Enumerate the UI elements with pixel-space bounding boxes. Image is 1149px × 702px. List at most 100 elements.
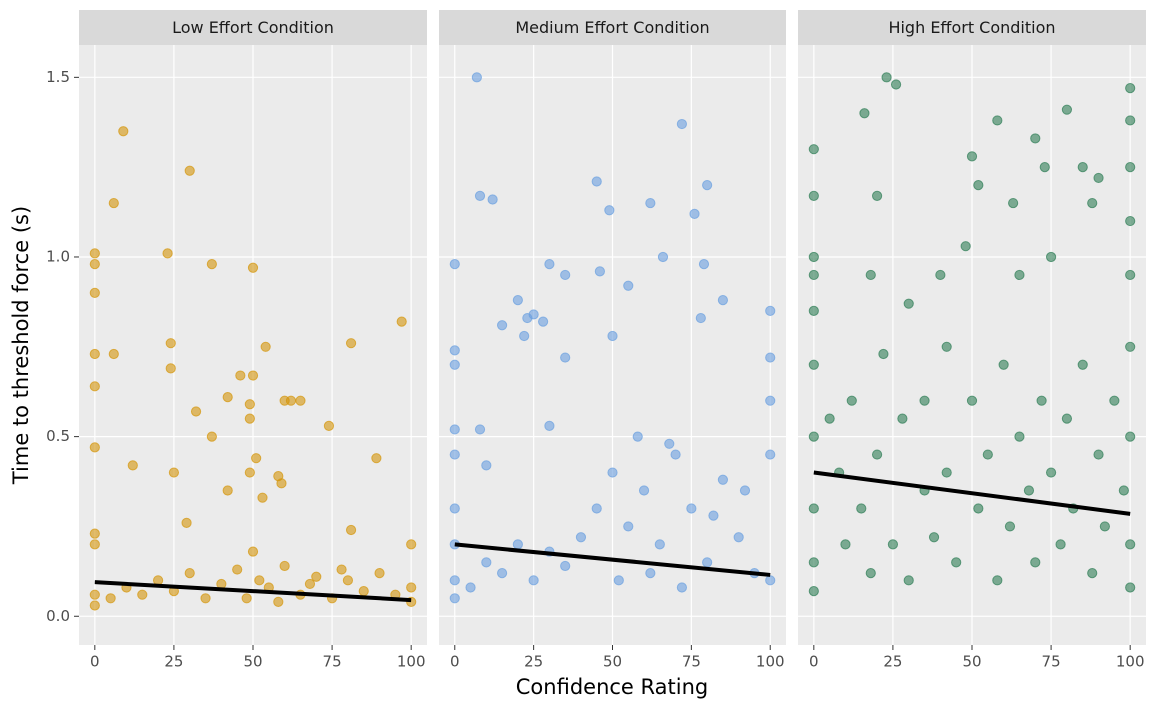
- point: [1125, 269, 1136, 281]
- point: [951, 557, 962, 568]
- point: [1125, 215, 1136, 227]
- point: [887, 539, 899, 550]
- y-tick-label: 0.5: [46, 427, 70, 445]
- point: [254, 575, 265, 586]
- point: [232, 564, 243, 575]
- point: [1055, 539, 1066, 550]
- point: [607, 467, 618, 478]
- point: [89, 589, 100, 600]
- fit-line: [94, 580, 412, 603]
- point: [808, 144, 819, 155]
- point: [865, 269, 876, 281]
- point: [1087, 568, 1098, 579]
- point: [560, 560, 571, 572]
- point: [528, 309, 539, 320]
- point: [604, 205, 615, 216]
- point: [162, 248, 173, 259]
- point: [689, 208, 700, 219]
- point: [474, 190, 486, 201]
- point: [1099, 521, 1110, 532]
- point: [481, 557, 492, 568]
- point: [89, 442, 100, 453]
- point: [808, 503, 819, 514]
- point: [449, 345, 460, 356]
- point: [528, 575, 539, 586]
- point: [406, 539, 417, 550]
- point: [808, 557, 819, 568]
- point: [244, 399, 255, 410]
- point: [89, 287, 100, 299]
- point: [676, 582, 688, 593]
- point: [496, 320, 508, 331]
- x-tick-label: 100: [1116, 653, 1145, 671]
- point: [512, 294, 523, 306]
- point: [105, 593, 116, 604]
- point: [1125, 341, 1136, 352]
- point: [973, 180, 984, 191]
- x-tick-label: 25: [883, 653, 902, 671]
- point: [1014, 431, 1025, 442]
- point: [935, 269, 946, 281]
- point: [717, 474, 729, 485]
- point: [1087, 197, 1098, 209]
- point: [695, 312, 706, 324]
- point: [1077, 162, 1088, 173]
- point: [1125, 83, 1136, 94]
- point: [127, 460, 138, 471]
- point: [871, 449, 883, 460]
- point: [449, 424, 460, 435]
- strip-title: High Effort Condition: [888, 18, 1055, 37]
- point: [664, 438, 675, 449]
- point: [1118, 485, 1129, 496]
- point: [1014, 269, 1025, 281]
- point: [449, 259, 460, 270]
- point: [519, 330, 530, 342]
- point: [311, 571, 322, 582]
- point: [247, 370, 259, 381]
- point: [676, 118, 688, 130]
- strip: [439, 10, 786, 45]
- point: [808, 586, 819, 597]
- point: [560, 269, 571, 281]
- point: [1030, 557, 1041, 568]
- point: [323, 420, 335, 431]
- point: [928, 532, 940, 543]
- point: [244, 467, 255, 478]
- x-tick-label: 100: [397, 653, 426, 671]
- point: [846, 395, 857, 406]
- strip-title: Low Effort Condition: [172, 18, 334, 37]
- point: [897, 413, 908, 424]
- point: [1061, 104, 1073, 115]
- point: [871, 190, 883, 201]
- point: [808, 359, 819, 370]
- point: [859, 108, 870, 119]
- point: [544, 259, 555, 270]
- point: [89, 348, 100, 360]
- strip: [798, 10, 1146, 45]
- y-tick-label: 1.5: [46, 68, 70, 86]
- point: [1125, 162, 1136, 173]
- point: [512, 539, 523, 550]
- x-tick-label: 75: [1042, 653, 1061, 671]
- point: [1039, 162, 1050, 173]
- point: [168, 467, 180, 478]
- point: [591, 503, 602, 514]
- point: [184, 568, 195, 579]
- point: [449, 449, 460, 460]
- point: [345, 338, 357, 349]
- point: [449, 503, 460, 514]
- point: [607, 330, 618, 342]
- point: [717, 294, 729, 306]
- x-tick-label: 50: [962, 653, 981, 671]
- point: [1045, 467, 1057, 478]
- point: [190, 406, 202, 417]
- point: [657, 251, 669, 263]
- x-tick-label: 25: [164, 653, 183, 671]
- point: [881, 72, 892, 83]
- point: [247, 546, 259, 557]
- point: [449, 359, 460, 370]
- point: [108, 197, 119, 209]
- point: [645, 568, 656, 579]
